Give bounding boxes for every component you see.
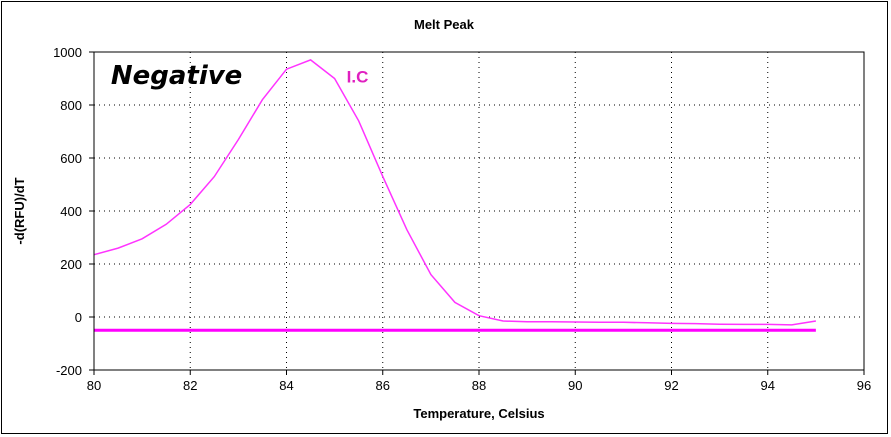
x-tick-label: 84 xyxy=(279,378,293,393)
x-tick-label: 92 xyxy=(664,378,678,393)
x-tick-label: 94 xyxy=(761,378,775,393)
y-tick-label: 400 xyxy=(60,204,82,219)
y-tick-label: 0 xyxy=(75,310,82,325)
series xyxy=(93,59,817,332)
y-axis-label: -d(RFU)/dT xyxy=(12,177,27,244)
x-tick-label: 82 xyxy=(183,378,197,393)
y-tick-label: 600 xyxy=(60,151,82,166)
grid xyxy=(94,52,864,370)
plot-border xyxy=(93,51,865,371)
y-tick-label: 800 xyxy=(60,98,82,113)
x-tick-label: 90 xyxy=(568,378,582,393)
negative-annotation: Negative xyxy=(111,61,242,91)
y-tick-label: 200 xyxy=(60,257,82,272)
x-axis-label: Temperature, Celsius xyxy=(413,406,544,421)
x-tick-label: 80 xyxy=(87,378,101,393)
y-tick-label: -200 xyxy=(56,363,82,378)
y-tick-label: 1000 xyxy=(53,45,82,60)
annotations: Negative I.C xyxy=(111,61,369,91)
x-tick-label: 88 xyxy=(472,378,486,393)
ic-annotation: I.C xyxy=(347,67,369,86)
x-tick-label: 96 xyxy=(857,378,871,393)
melt-curve-line xyxy=(93,59,817,326)
chart-title: Melt Peak xyxy=(414,17,475,32)
x-tick-label: 86 xyxy=(376,378,390,393)
ticks: 80 82 84 86 88 90 92 94 96 -200 0 200 400 600 800 1000 xyxy=(53,45,871,393)
